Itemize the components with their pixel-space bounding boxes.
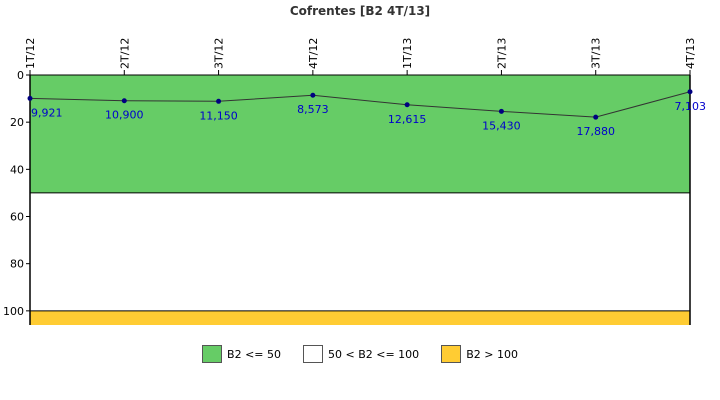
series-layer [27, 89, 693, 120]
data-point [404, 102, 410, 108]
data-label: 12,615 [388, 113, 427, 126]
x-tick-label: 1T/12 [24, 38, 37, 69]
x-tick-label: 4T/13 [684, 38, 697, 69]
x-tick-label: 3T/12 [213, 38, 226, 69]
data-point [27, 95, 33, 101]
legend-item-b2-50-100: 50 < B2 <= 100 [303, 345, 419, 363]
y-tick-label: 100 [3, 305, 24, 318]
legend-label: B2 <= 50 [227, 347, 281, 361]
x-tick-label: 4T/12 [307, 38, 320, 69]
chart-title: Cofrentes [B2 4T/13] [290, 4, 430, 18]
data-labels-layer: 9,921 10,900 11,150 8,573 12,615 15,430 17,880… [31, 100, 706, 138]
data-point [216, 98, 222, 104]
x-tick-label: 2T/12 [118, 38, 131, 69]
data-point [498, 108, 504, 114]
data-label: 8,573 [297, 103, 329, 116]
y-tick-label: 40 [10, 163, 24, 176]
y-tick-label: 0 [17, 69, 24, 82]
x-tick-label: 2T/13 [495, 38, 508, 69]
data-point [121, 98, 127, 104]
y-tick-label: 20 [10, 116, 24, 129]
data-label: 11,150 [199, 109, 238, 122]
data-label: 9,921 [31, 106, 63, 119]
legend-swatch-yellow [441, 345, 462, 363]
x-tick-label: 3T/13 [590, 38, 603, 69]
legend-label: B2 > 100 [466, 347, 518, 361]
legend-item-b2-gt-100: B2 > 100 [441, 345, 518, 363]
data-point [310, 92, 316, 98]
legend: B2 <= 50 50 < B2 <= 100 B2 > 100 [0, 345, 720, 363]
legend-swatch-white [303, 345, 323, 363]
data-label: 17,880 [576, 125, 615, 138]
legend-swatch-green [202, 345, 223, 363]
data-label: 7,103 [675, 100, 707, 113]
data-point [687, 89, 693, 95]
band-2 [30, 310, 690, 325]
y-tick-label: 60 [10, 211, 24, 224]
data-point [593, 114, 599, 120]
axes-layer: 0 20 40 60 80 100 1T/12 2T/12 3T/12 4T/12 1T/13 2T/… [3, 38, 697, 325]
bands-layer [30, 75, 690, 325]
legend-label: 50 < B2 <= 100 [328, 347, 420, 361]
x-tick-label: 1T/13 [401, 38, 414, 69]
y-tick-label: 80 [10, 258, 24, 271]
series-line [29, 91, 691, 118]
legend-item-b2-le-50: B2 <= 50 [202, 345, 281, 363]
data-label: 15,430 [482, 119, 521, 132]
band-0 [30, 75, 690, 193]
data-label: 10,900 [105, 109, 144, 122]
band-1 [30, 192, 690, 311]
